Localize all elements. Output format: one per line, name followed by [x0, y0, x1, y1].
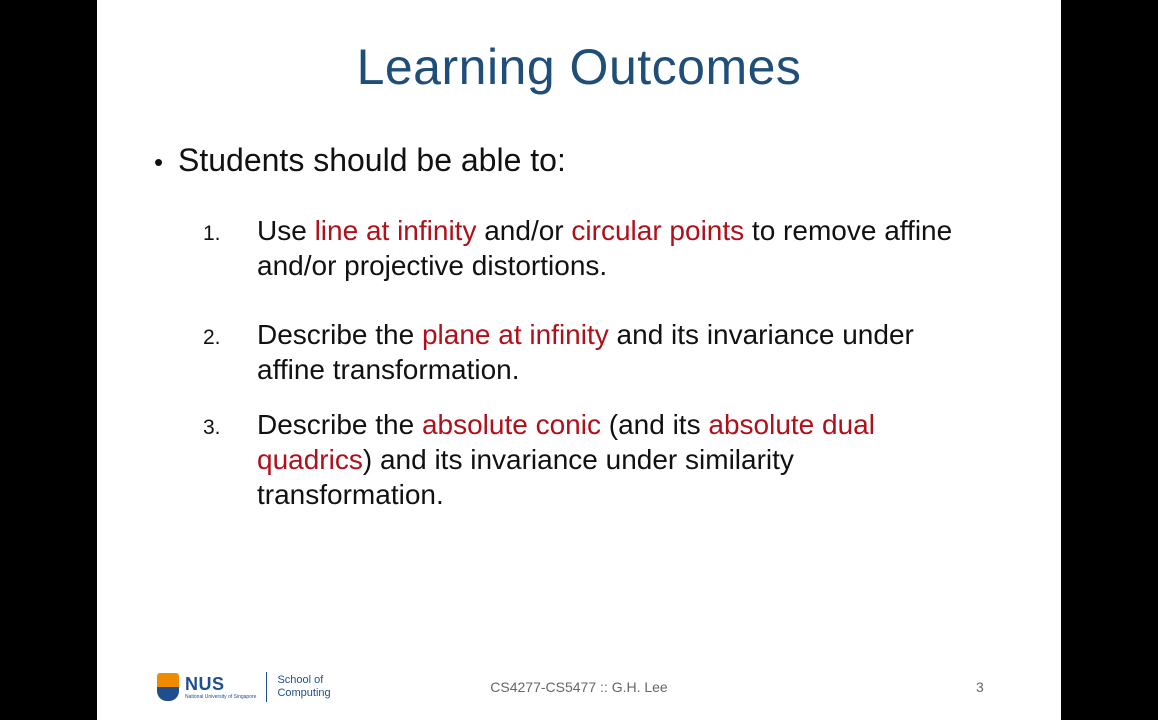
list-item-text: Use line at infinity and/or circular poi…	[257, 213, 977, 283]
text-segment: to remove affine and/or projective disto…	[257, 215, 953, 281]
school-name: School of Computing	[277, 674, 331, 699]
highlighted-term: absolute dual quadrics	[257, 409, 875, 475]
nus-subtitle: National University of Singapore	[185, 693, 257, 700]
highlighted-term: circular points	[571, 215, 745, 246]
text-segment: Describe the	[257, 409, 422, 440]
bullet-point: • Students should be able to:	[154, 142, 566, 179]
page-number: 3	[976, 679, 984, 695]
text-segment: (and its	[600, 409, 709, 440]
list-item: 3. Describe the absolute conic (and its …	[203, 407, 977, 512]
slide-title: Learning Outcomes	[356, 39, 802, 95]
list-item-text: Describe the plane at infinity and its i…	[257, 317, 977, 387]
nus-wordmark: NUS National University of Singapore	[185, 675, 256, 700]
slide: Learning Outcomes • Students should be a…	[97, 0, 1061, 720]
nus-logo: NUS National University of Singapore Sch…	[157, 670, 333, 704]
text-segment: ) and its invariance under similarity tr…	[257, 444, 794, 510]
list-item-number: 2.	[203, 326, 221, 349]
list-item-number: 3.	[203, 416, 221, 439]
text-segment: Describe the	[257, 319, 422, 350]
list-item: 1. Use line at infinity and/or circular …	[203, 213, 977, 283]
highlighted-term: absolute conic	[421, 409, 601, 440]
bullet-dot-icon: •	[154, 147, 164, 177]
list-item-text: Describe the absolute conic (and its abs…	[257, 407, 977, 512]
nus-text: NUS	[185, 673, 225, 694]
highlighted-term: line at infinity	[314, 215, 477, 246]
text-segment: Use	[257, 215, 315, 246]
bullet-text: Students should be able to:	[178, 142, 566, 178]
list-item: 2. Describe the plane at infinity and it…	[203, 317, 977, 387]
text-segment: and its invariance under affine transfor…	[257, 319, 914, 385]
footer-course-text: CS4277-CS5477 :: G.H. Lee	[490, 679, 668, 695]
nus-crest-icon	[157, 673, 179, 701]
highlighted-term: plane at infinity	[421, 319, 609, 350]
list-item-number: 1.	[203, 222, 221, 245]
logo-divider	[266, 672, 268, 702]
text-segment: and/or	[476, 215, 572, 246]
